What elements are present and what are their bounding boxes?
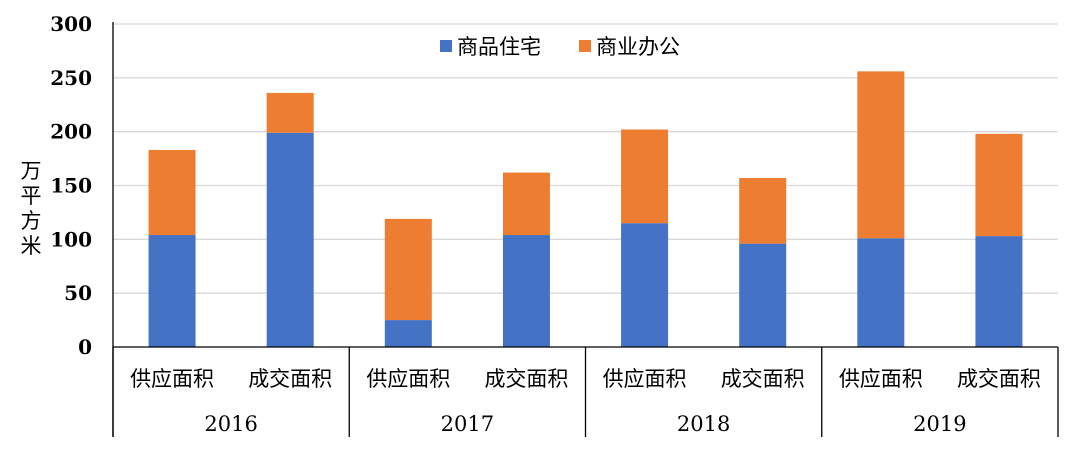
bar-commercial-8	[975, 133, 1023, 237]
bar-residential-8	[975, 236, 1023, 347]
category-label: 供应面积	[130, 367, 214, 391]
category-label: 供应面积	[366, 367, 450, 391]
category-label: 成交面积	[721, 367, 805, 391]
bar-residential-3	[384, 320, 432, 347]
category-label: 成交面积	[957, 367, 1041, 391]
bar-commercial-1	[148, 149, 196, 236]
group-label: 2018	[677, 412, 730, 436]
legend-label: 商品住宅	[457, 35, 541, 59]
legend: 商品住宅 商业办公	[440, 35, 680, 59]
legend-swatch	[440, 40, 452, 52]
y-tick-label: 50	[64, 281, 92, 305]
bar-commercial-6	[739, 177, 787, 244]
bar-residential-6	[739, 243, 787, 347]
bars	[148, 71, 1023, 347]
y-tick-label: 0	[78, 335, 92, 359]
category-label: 成交面积	[248, 367, 332, 391]
y-axis-label-char: 平	[21, 184, 42, 208]
bar-residential-7	[857, 238, 905, 347]
bar-commercial-5	[621, 129, 669, 224]
y-axis-label: 万平方米	[21, 159, 42, 258]
legend-label: 商业办公	[596, 35, 680, 59]
axes	[112, 22, 1059, 437]
y-tick-label: 100	[50, 227, 92, 251]
y-tick-label: 250	[50, 66, 92, 90]
y-tick-label: 300	[50, 12, 92, 36]
category-label: 供应面积	[839, 367, 923, 391]
bar-commercial-3	[384, 218, 432, 321]
y-tick-label: 150	[50, 174, 92, 198]
group-label: 2016	[204, 412, 257, 436]
category-label: 供应面积	[603, 367, 687, 391]
bar-residential-2	[266, 132, 314, 347]
category-label: 成交面积	[484, 367, 568, 391]
y-axis-label-char: 方	[21, 209, 42, 233]
group-label: 2017	[441, 412, 494, 436]
group-label: 2019	[913, 412, 966, 436]
y-axis-label-char: 万	[21, 159, 42, 183]
bar-commercial-2	[266, 92, 314, 133]
legend-swatch	[579, 40, 591, 52]
category-labels: 供应面积 成交面积 供应面积 成交面积 供应面积 成交面积 供应面积 成交面积 2016 2017…	[130, 367, 1041, 436]
bar-residential-4	[502, 235, 550, 347]
bar-residential-5	[621, 223, 669, 347]
y-tick-labels: 0 50 100 150 200 250 300	[50, 12, 92, 359]
bar-commercial-4	[502, 172, 550, 236]
bar-commercial-7	[857, 71, 905, 239]
bar-residential-1	[148, 235, 196, 347]
y-tick-label: 200	[50, 120, 92, 144]
gridlines	[113, 23, 1058, 294]
y-axis-label-char: 米	[21, 234, 42, 258]
